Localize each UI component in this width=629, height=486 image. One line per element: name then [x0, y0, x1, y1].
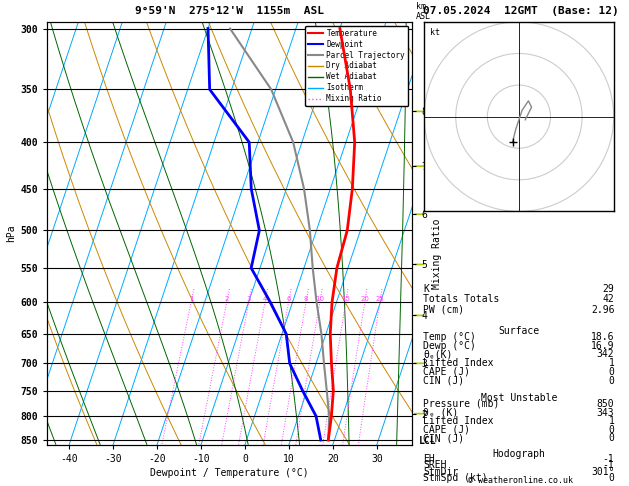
Text: 0: 0: [608, 367, 615, 377]
Text: 0: 0: [608, 434, 615, 443]
Text: Temp (°C): Temp (°C): [423, 332, 476, 342]
Text: km
ASL: km ASL: [416, 1, 431, 21]
Text: 301°: 301°: [591, 467, 615, 477]
Text: CAPE (J): CAPE (J): [423, 367, 470, 377]
Text: 18.6: 18.6: [591, 332, 615, 342]
Text: kt: kt: [430, 28, 440, 36]
Text: 343: 343: [597, 408, 615, 417]
Text: 16.9: 16.9: [591, 341, 615, 350]
Text: -1: -1: [603, 454, 615, 464]
Text: © weatheronline.co.uk: © weatheronline.co.uk: [468, 476, 573, 485]
Text: Pressure (mb): Pressure (mb): [423, 399, 500, 409]
Legend: Temperature, Dewpoint, Parcel Trajectory, Dry Adiabat, Wet Adiabat, Isotherm, Mi: Temperature, Dewpoint, Parcel Trajectory…: [305, 26, 408, 106]
Text: Dewp (°C): Dewp (°C): [423, 341, 476, 350]
Text: 3: 3: [247, 296, 251, 302]
Text: 850: 850: [597, 399, 615, 409]
Text: Most Unstable: Most Unstable: [481, 393, 557, 403]
X-axis label: Dewpoint / Temperature (°C): Dewpoint / Temperature (°C): [150, 468, 309, 478]
Text: Hodograph: Hodograph: [493, 449, 545, 459]
Text: Lifted Index: Lifted Index: [423, 358, 494, 368]
Text: 29: 29: [603, 283, 615, 294]
Text: 1: 1: [189, 296, 193, 302]
Text: θₑ (K): θₑ (K): [423, 408, 459, 417]
Text: 25: 25: [376, 296, 384, 302]
Text: CIN (J): CIN (J): [423, 376, 465, 385]
Text: Lifted Index: Lifted Index: [423, 416, 494, 426]
Text: 07.05.2024  12GMT  (Base: 12): 07.05.2024 12GMT (Base: 12): [423, 6, 618, 16]
Text: 1: 1: [608, 358, 615, 368]
Text: 2: 2: [225, 296, 229, 302]
Text: SREH: SREH: [423, 460, 447, 470]
Text: CIN (J): CIN (J): [423, 434, 465, 443]
Text: -1: -1: [603, 460, 615, 470]
Text: 42: 42: [603, 294, 615, 304]
Text: EH: EH: [423, 454, 435, 464]
Text: 342: 342: [597, 349, 615, 359]
Text: 0: 0: [608, 425, 615, 435]
Text: 1: 1: [608, 416, 615, 426]
Y-axis label: hPa: hPa: [6, 225, 16, 242]
Text: 0: 0: [608, 473, 615, 483]
Text: 9°59'N  275°12'W  1155m  ASL: 9°59'N 275°12'W 1155m ASL: [135, 6, 324, 16]
Text: 2.96: 2.96: [591, 305, 615, 314]
Text: PW (cm): PW (cm): [423, 305, 465, 314]
Y-axis label: Mixing Ratio (g/kg): Mixing Ratio (g/kg): [433, 177, 442, 289]
Text: 0: 0: [608, 376, 615, 385]
Text: 6: 6: [286, 296, 291, 302]
Text: Totals Totals: Totals Totals: [423, 294, 500, 304]
Text: StmDir: StmDir: [423, 467, 459, 477]
Text: θₑ(K): θₑ(K): [423, 349, 453, 359]
Text: 8: 8: [304, 296, 308, 302]
Text: CAPE (J): CAPE (J): [423, 425, 470, 435]
Text: LCL: LCL: [420, 435, 437, 446]
Text: 20: 20: [360, 296, 369, 302]
Text: StmSpd (kt): StmSpd (kt): [423, 473, 488, 483]
Text: K: K: [423, 283, 430, 294]
Text: 4: 4: [263, 296, 267, 302]
Text: 10: 10: [315, 296, 325, 302]
Text: Surface: Surface: [498, 326, 540, 336]
Text: 15: 15: [342, 296, 350, 302]
